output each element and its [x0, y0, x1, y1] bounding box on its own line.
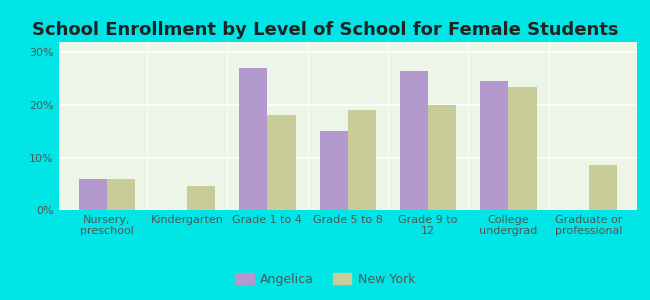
Legend: Angelica, New York: Angelica, New York	[230, 268, 420, 291]
Bar	[480, 81, 508, 210]
Bar	[239, 68, 267, 210]
Bar	[400, 71, 428, 210]
Text: School Enrollment by Level of School for Female Students: School Enrollment by Level of School for…	[32, 21, 618, 39]
Bar	[320, 131, 348, 210]
Bar	[187, 186, 215, 210]
Bar	[267, 116, 296, 210]
Bar	[107, 178, 135, 210]
Bar	[428, 105, 456, 210]
Bar	[589, 165, 617, 210]
Bar	[348, 110, 376, 210]
Bar	[508, 87, 536, 210]
Bar	[79, 178, 107, 210]
